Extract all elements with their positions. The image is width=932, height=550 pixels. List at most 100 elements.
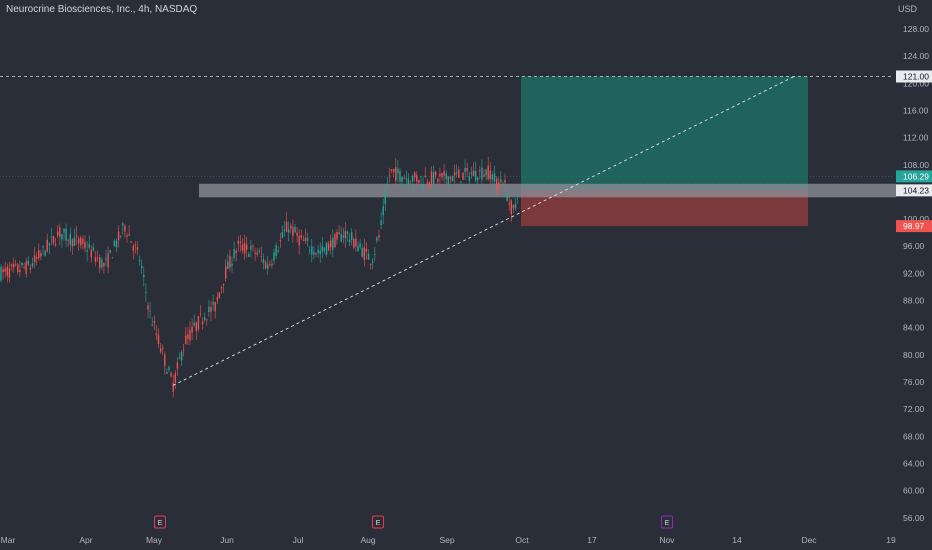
candle-body	[424, 175, 426, 178]
earnings-badge	[372, 515, 384, 529]
candle-body	[15, 263, 17, 265]
candle-body	[227, 261, 229, 270]
candle	[288, 221, 290, 242]
candle-body	[153, 321, 155, 323]
candle	[382, 199, 384, 225]
candle-body	[208, 306, 210, 312]
candle	[464, 159, 466, 180]
candle-body	[422, 184, 424, 185]
candle	[107, 246, 109, 274]
candle-body	[319, 251, 321, 254]
candle	[36, 252, 38, 266]
candle	[4, 261, 6, 278]
candle-body	[443, 170, 445, 176]
candle-body	[365, 248, 368, 252]
candle	[283, 220, 286, 237]
resistance-marker: 104.23	[896, 184, 932, 197]
candle-body	[258, 250, 260, 252]
candle	[27, 255, 29, 267]
y-tick-label: 76.00	[903, 377, 925, 387]
candle	[164, 351, 166, 375]
candle	[325, 241, 328, 258]
candle	[498, 177, 500, 192]
candle-body	[162, 347, 164, 349]
candle	[451, 175, 454, 182]
candle	[449, 175, 452, 184]
y-tick-label: 116.00	[903, 105, 929, 115]
candle	[94, 250, 97, 267]
candle-body	[254, 252, 256, 254]
candle-body	[23, 267, 25, 268]
candle-body	[382, 206, 384, 216]
stop-marker-box	[896, 220, 932, 233]
candle-body	[82, 238, 84, 244]
candle	[71, 238, 74, 255]
candle-body	[101, 259, 103, 268]
candle	[483, 168, 485, 178]
candle-body	[271, 263, 273, 266]
y-tick-label: 128.00	[903, 24, 929, 34]
stop-marker-label: 98.97	[903, 221, 925, 231]
candle	[187, 326, 189, 346]
candle	[420, 175, 422, 186]
candle	[183, 343, 185, 357]
candle	[176, 356, 179, 376]
candle-body	[78, 238, 80, 244]
candle	[428, 181, 431, 191]
candle	[342, 228, 344, 244]
candle-body	[67, 240, 69, 242]
candle	[317, 244, 319, 258]
candle	[458, 166, 460, 178]
candle-body	[90, 249, 92, 258]
candle	[384, 184, 386, 211]
candle-body	[73, 237, 76, 246]
candle-body	[405, 178, 407, 180]
candle-body	[516, 194, 519, 196]
candle	[80, 235, 82, 249]
x-tick-label: Aug	[360, 535, 375, 545]
candle	[264, 260, 267, 270]
candle	[143, 266, 145, 287]
candle-body	[397, 168, 399, 174]
candle-body	[474, 170, 477, 181]
candle-body	[109, 250, 111, 253]
candle-body	[348, 239, 351, 243]
resistance-marker-label: 104.23	[903, 185, 929, 195]
earnings-label: E	[157, 518, 162, 527]
candle-body	[359, 243, 361, 248]
candle-body	[88, 244, 90, 248]
candle	[336, 229, 338, 245]
candle	[472, 162, 475, 177]
candle	[23, 263, 25, 270]
candle	[506, 184, 508, 202]
candle	[2, 266, 4, 280]
candle-body	[323, 247, 326, 251]
candle-body	[449, 177, 452, 179]
candle	[401, 176, 403, 185]
candle-body	[346, 231, 349, 234]
candle-body	[273, 252, 275, 261]
candle-body	[6, 267, 8, 276]
candle-body	[302, 239, 305, 241]
candle	[153, 315, 155, 330]
candle	[12, 257, 15, 273]
candle-body	[281, 231, 284, 238]
candle-body	[4, 268, 6, 272]
candle-body	[136, 247, 139, 250]
x-tick-label: May	[146, 535, 163, 545]
candle-body	[275, 245, 277, 257]
candle-body	[508, 203, 510, 205]
candle-body	[250, 245, 252, 250]
candle-body	[80, 237, 82, 246]
candle-body	[241, 244, 244, 251]
candle-body	[191, 326, 193, 333]
candle-body	[233, 249, 235, 259]
candle-body	[197, 316, 200, 330]
candle	[277, 246, 279, 254]
candle-body	[495, 178, 498, 192]
candle	[424, 166, 426, 178]
y-tick-label: 108.00	[903, 160, 929, 170]
candle	[75, 226, 78, 246]
earnings-label: E	[375, 518, 380, 527]
